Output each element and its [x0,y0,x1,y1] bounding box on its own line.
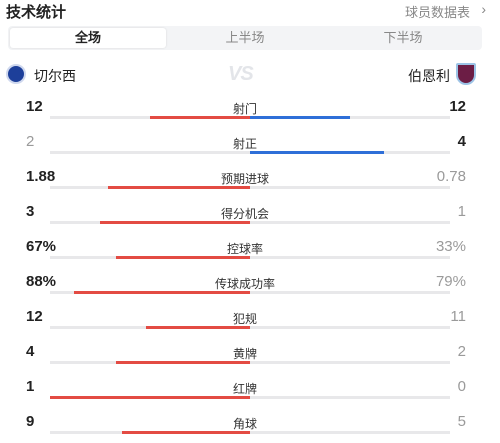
stat-row: 9 角球 5 [0,413,500,443]
home-stat-value: 67% [26,238,57,255]
home-stat-bar [184,151,250,154]
stat-row: 1 红牌 0 [0,378,500,408]
home-stat-value: 3 [26,203,35,220]
home-stat-bar [100,221,250,224]
home-stat-value: 1.88 [26,168,56,185]
stat-row: 2 射正 4 [0,133,500,163]
away-stat-bar-track [250,151,450,154]
chevron-right-icon[interactable]: › [481,1,486,17]
home-stat-value: 1 [26,378,35,395]
stat-label: 黄牌 [232,347,257,361]
away-stat-bar [250,221,300,224]
home-stat-bar [74,291,250,294]
away-stat-bar-track [250,326,450,329]
stat-label: 传球成功率 [214,277,275,291]
home-stat-bar-track [50,256,250,259]
stat-label: 犯规 [232,312,257,326]
away-stat-value: 79% [435,273,466,290]
stat-label: 射正 [232,137,257,151]
stat-row: 3 得分机会 1 [0,203,500,233]
home-stat-bar-track [50,361,250,364]
stat-label: 控球率 [226,242,263,256]
home-stat-value: 88% [26,273,57,290]
away-team-name: 伯恩利 [408,68,450,84]
away-stat-bar [250,361,316,364]
home-team-name: 切尔西 [34,68,76,84]
player-stats-link[interactable]: 球员数据表 [404,5,470,20]
home-stat-bar-track [50,291,250,294]
away-team-logo-icon [456,63,476,85]
home-stat-bar-track [50,116,250,119]
stat-label: 角球 [232,417,257,431]
home-stat-value: 12 [26,98,43,115]
home-stat-bar-track [50,221,250,224]
away-stat-bar [250,186,308,189]
home-stat-bar-track [50,326,250,329]
stat-row: 88% 传球成功率 79% [0,273,500,303]
tab-full-match[interactable]: 全场 [10,28,166,48]
tab-second-half[interactable]: 下半场 [383,30,423,45]
home-stat-bar [116,256,250,259]
away-stat-bar-track [250,361,450,364]
home-team-logo-icon [6,64,26,84]
home-stat-bar-track [50,186,250,189]
stat-label: 红牌 [232,382,257,396]
stat-label: 得分机会 [220,207,269,221]
away-stat-value: 5 [457,413,466,430]
tab-first-half[interactable]: 上半场 [225,30,265,45]
away-stat-bar-track [250,116,450,119]
away-stat-value: 0 [457,378,466,395]
away-stat-value: 1 [457,203,466,220]
home-stat-bar [122,431,250,434]
stat-label: 预期进球 [220,172,269,186]
away-stat-value: 2 [457,343,466,360]
home-stat-bar [146,326,250,329]
away-stat-bar-track [250,256,450,259]
away-stat-bar [250,151,384,154]
away-stat-bar [250,256,316,259]
stat-row: 12 射门 12 [0,98,500,128]
away-stat-value: 0.78 [436,168,466,185]
home-stat-bar [108,186,250,189]
stats-header: 技术统计 球员数据表 › [0,0,500,22]
away-stat-bar-track [250,396,450,399]
home-stat-bar-track [50,396,250,399]
stat-label: 射门 [232,102,257,116]
away-stat-bar-track [250,431,450,434]
home-stat-bar [150,116,250,119]
teams-row: 切尔西 VS 伯恩利 [0,60,500,88]
away-stat-value: 4 [457,133,466,150]
home-stat-bar-track [50,431,250,434]
stat-row: 4 黄牌 2 [0,343,500,373]
section-title: 技术统计 [6,4,67,21]
home-stat-value: 12 [26,308,43,325]
away-stat-bar-track [250,291,450,294]
home-stat-value: 9 [26,413,35,430]
away-stat-bar-track [250,221,450,224]
away-stat-bar [250,326,346,329]
away-stat-bar [250,116,350,119]
home-stat-bar [50,396,250,399]
home-stat-bar [116,361,250,364]
away-stat-bar [250,291,408,294]
away-stat-value: 33% [435,238,466,255]
stat-row: 1.88 预期进球 0.78 [0,168,500,198]
vs-watermark: VS [228,63,254,85]
stat-row: 12 犯规 11 [0,308,500,338]
away-stat-bar [250,431,322,434]
away-stat-bar-track [250,186,450,189]
home-stat-value: 2 [26,133,35,150]
away-stat-value: 11 [450,308,466,325]
away-stat-value: 12 [449,98,466,115]
stat-row: 67% 控球率 33% [0,238,500,268]
home-stat-value: 4 [26,343,35,360]
home-stat-bar-track [50,151,250,154]
period-tabs: 全场 上半场 下半场 [8,26,482,50]
